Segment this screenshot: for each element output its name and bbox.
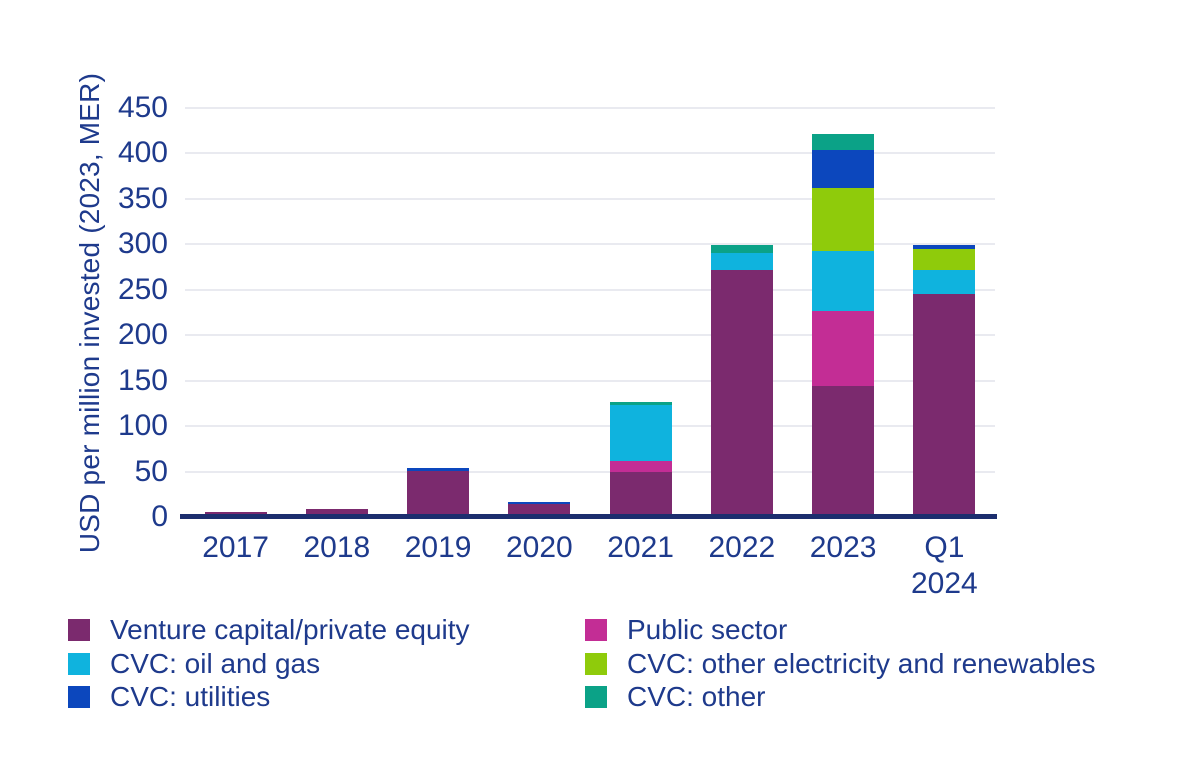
gridline <box>185 425 995 428</box>
legend-swatch <box>68 653 90 675</box>
gridline <box>185 243 995 246</box>
legend-label: CVC: utilities <box>110 681 271 712</box>
bar-segment <box>609 460 672 472</box>
y-tick-label: 200 <box>117 318 168 352</box>
gridline <box>185 107 995 109</box>
x-tick-label: 2020 <box>506 531 573 564</box>
legend-swatch <box>585 686 607 708</box>
bar-2020 <box>508 502 571 517</box>
x-axis-line <box>180 514 997 519</box>
bar-segment <box>913 294 976 517</box>
bar-segment <box>913 248 976 270</box>
bar-segment <box>710 253 773 270</box>
bar-segment <box>812 134 875 150</box>
legend-item: CVC: utilities <box>68 683 270 711</box>
legend-swatch <box>585 653 607 675</box>
bar-segment <box>710 245 773 254</box>
bar-segment <box>812 310 875 387</box>
y-tick-label: 0 <box>151 500 168 533</box>
gridline <box>185 288 995 291</box>
bar-2018 <box>305 508 368 517</box>
bar-segment <box>609 405 672 461</box>
legend-label: Venture capital/private equity <box>110 614 470 645</box>
gridline <box>185 152 995 155</box>
x-tick-label: 2018 <box>303 531 371 564</box>
y-tick-label: 150 <box>117 363 168 397</box>
legend-item: Public sector <box>585 616 787 644</box>
plot-area <box>185 107 995 517</box>
legend-label: CVC: oil and gas <box>110 648 321 679</box>
x-tick-label: 2019 <box>404 531 472 564</box>
y-axis-title: USD per million invested (2023, MER) <box>74 72 105 554</box>
legend-swatch <box>68 686 90 708</box>
legend-swatch <box>585 619 607 641</box>
x-tick-label: 2021 <box>607 531 674 564</box>
gridline <box>185 197 995 200</box>
y-tick-label: 300 <box>117 227 168 261</box>
bar-segment <box>305 508 368 517</box>
bar-2022 <box>710 245 773 517</box>
bar-segment <box>710 269 773 517</box>
legend-swatch <box>68 619 90 641</box>
bar-segment <box>508 502 571 505</box>
gridline <box>185 379 995 382</box>
bar-segment <box>812 188 875 251</box>
bar-2023 <box>812 134 875 517</box>
legend-label: Public sector <box>627 614 788 645</box>
bar-segment <box>812 250 875 311</box>
bar-Q1-2024 <box>913 245 976 517</box>
legend-label: CVC: other <box>627 681 766 712</box>
bar-segment <box>609 401 672 406</box>
y-tick-label: 450 <box>117 91 168 124</box>
y-tick-label: 400 <box>117 136 168 170</box>
x-tick-label: 2017 <box>202 531 269 564</box>
y-tick-label: 350 <box>117 181 168 215</box>
legend-item: CVC: other electricity and renewables <box>585 650 1095 678</box>
y-tick-label: 50 <box>134 454 168 488</box>
bar-segment <box>812 149 875 188</box>
bar-segment <box>913 245 976 249</box>
x-tick-label: Q1 2024 <box>911 531 978 600</box>
bar-segment <box>812 386 875 517</box>
legend-item: CVC: oil and gas <box>68 650 320 678</box>
x-tick-label: 2022 <box>708 531 776 564</box>
bar-2021 <box>609 401 672 517</box>
bar-segment <box>913 269 976 295</box>
legend-label: CVC: other electricity and renewables <box>627 648 1096 679</box>
legend-item: Venture capital/private equity <box>68 616 470 644</box>
gridline <box>185 470 995 473</box>
bar-2019 <box>407 467 470 517</box>
y-tick-label: 100 <box>117 409 168 443</box>
legend-item: CVC: other <box>585 683 766 711</box>
bar-segment <box>508 504 571 517</box>
x-tick-label: 2023 <box>809 531 877 564</box>
gridline <box>185 334 995 337</box>
bar-segment <box>407 470 470 517</box>
y-tick-label: 250 <box>117 272 168 306</box>
bar-segment <box>407 467 470 471</box>
bar-segment <box>609 471 672 517</box>
